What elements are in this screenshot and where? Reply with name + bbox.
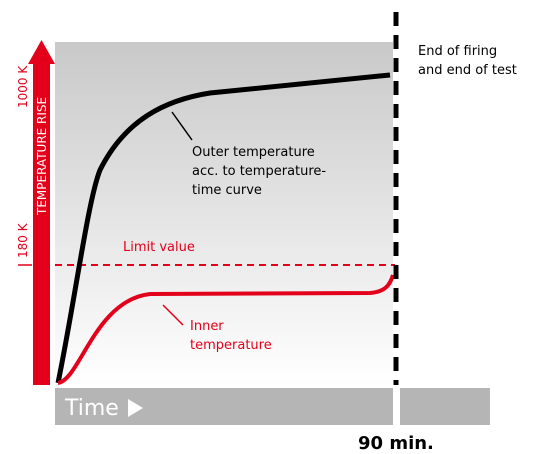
end-label: and end of test	[418, 63, 517, 78]
outer-curve	[55, 72, 391, 384]
outer-leader	[171, 111, 193, 141]
outer-label: acc. to temperature-	[192, 164, 326, 179]
axis-tick-label: 1000 K	[16, 65, 30, 108]
inner-leader	[162, 304, 184, 326]
axis-arrow	[33, 62, 50, 385]
plot-area	[55, 42, 393, 385]
time-arrow	[128, 399, 143, 417]
time-label: Time	[64, 396, 119, 421]
time-bar-end	[400, 388, 490, 425]
inner-label: Inner	[190, 319, 224, 334]
end-label: End of firing	[418, 44, 497, 59]
inner-curve	[57, 274, 395, 385]
axis-title: TEMPERATURE RISE	[35, 97, 49, 216]
outer-label: time curve	[192, 183, 262, 198]
axis-tick-label: 180 K	[16, 222, 30, 258]
inner-label: temperature	[190, 338, 272, 353]
limit-label: Limit value	[123, 240, 195, 255]
outer-label: Outer temperature	[192, 145, 315, 160]
axis-arrow-head	[28, 40, 55, 64]
end-time: 90 min.	[358, 433, 434, 454]
time-bar	[55, 388, 393, 425]
